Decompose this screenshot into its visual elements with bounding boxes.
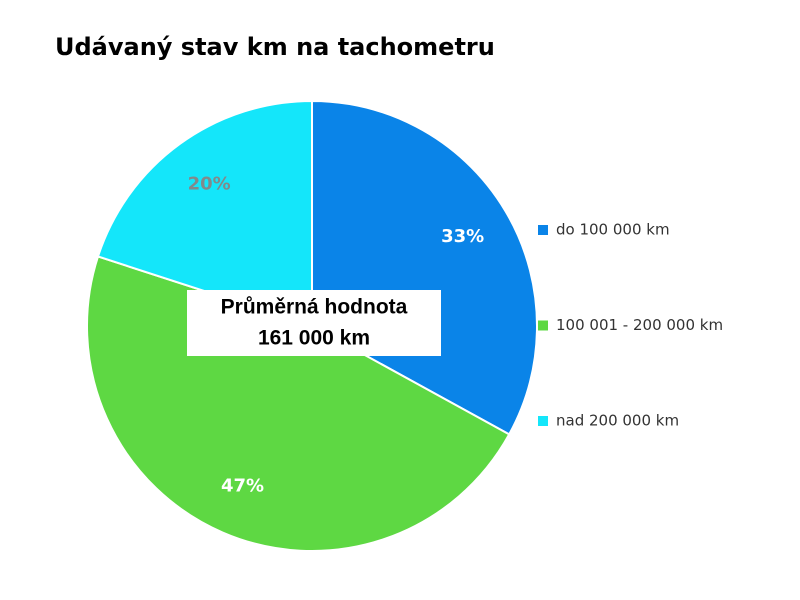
annotation-text: Průměrná hodnota bbox=[221, 296, 408, 319]
chart-title: Udávaný stav km na tachometru bbox=[55, 33, 495, 61]
annotation-text: 161 000 km bbox=[258, 327, 370, 350]
legend-swatch bbox=[538, 320, 548, 331]
annotation-box bbox=[187, 290, 441, 356]
data-label: 47% bbox=[221, 476, 264, 497]
legend-swatch bbox=[538, 225, 548, 235]
data-label: 20% bbox=[188, 173, 231, 194]
legend-label: 100 001 - 200 000 km bbox=[556, 316, 723, 334]
legend-label: do 100 000 km bbox=[556, 221, 670, 239]
legend-label: nad 200 000 km bbox=[556, 412, 679, 430]
legend-swatch bbox=[538, 416, 548, 426]
pie-slice bbox=[96, 99, 313, 328]
data-label: 33% bbox=[441, 226, 484, 247]
